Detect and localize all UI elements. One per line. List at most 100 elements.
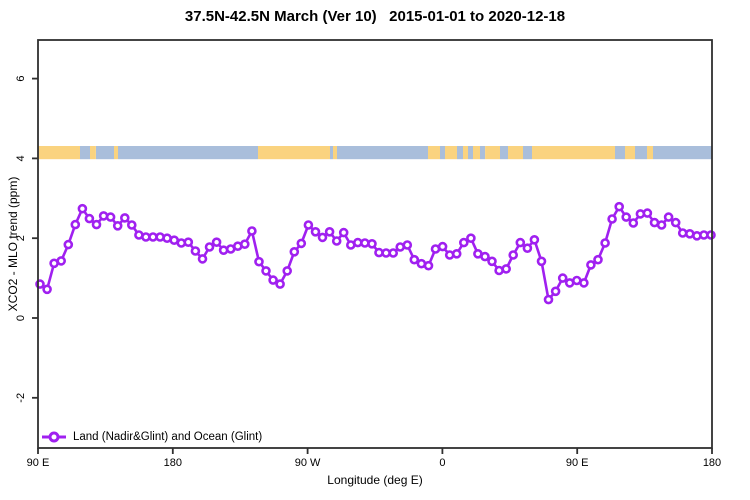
data-point bbox=[480, 251, 490, 262]
data-point bbox=[112, 221, 123, 231]
map-band-segment-land bbox=[333, 146, 337, 160]
data-point bbox=[324, 227, 335, 237]
y-tick-label: 6 bbox=[15, 76, 27, 82]
data-point bbox=[367, 239, 377, 249]
data-point bbox=[557, 273, 568, 283]
map-band-segment-land bbox=[114, 146, 118, 160]
map-band-segment-ocean bbox=[500, 146, 508, 160]
data-point bbox=[42, 284, 52, 295]
data-point bbox=[529, 235, 540, 245]
data-point bbox=[261, 266, 271, 276]
data-point bbox=[218, 245, 229, 255]
data-point bbox=[487, 256, 497, 267]
data-point bbox=[543, 294, 554, 305]
map-band-segment-land bbox=[485, 146, 500, 160]
map-band-segment-land bbox=[625, 146, 635, 160]
data-point bbox=[183, 237, 194, 247]
data-point bbox=[275, 279, 285, 289]
data-point bbox=[70, 219, 81, 230]
data-point bbox=[310, 227, 321, 237]
legend-marker-icon bbox=[48, 431, 60, 443]
x-tick-label: 180 bbox=[164, 457, 182, 469]
data-point bbox=[515, 237, 526, 248]
map-band-segment-ocean bbox=[653, 146, 712, 160]
map-band-segment-ocean bbox=[80, 146, 90, 160]
data-point bbox=[105, 212, 116, 222]
data-point bbox=[706, 230, 716, 240]
map-band-segment-land bbox=[90, 146, 96, 160]
data-point bbox=[247, 226, 257, 236]
x-tick-label: 90 W bbox=[295, 457, 321, 469]
data-point bbox=[190, 246, 201, 256]
map-band-segment-ocean bbox=[523, 146, 532, 160]
data-point bbox=[501, 264, 512, 274]
data-point bbox=[268, 275, 278, 285]
map-band-segment-land bbox=[532, 146, 615, 160]
data-point bbox=[586, 260, 596, 270]
data-point bbox=[388, 248, 399, 258]
data-point bbox=[550, 286, 561, 297]
data-point bbox=[254, 256, 264, 267]
data-point bbox=[303, 220, 314, 230]
map-band-segment-ocean bbox=[118, 146, 258, 160]
data-point bbox=[127, 220, 137, 230]
map-band-segment-ocean bbox=[337, 146, 428, 160]
map-band-segment-land bbox=[258, 146, 331, 160]
data-point bbox=[296, 238, 307, 249]
data-point bbox=[656, 220, 667, 230]
map-band-segment-land bbox=[428, 146, 440, 160]
data-point bbox=[197, 254, 208, 264]
data-point bbox=[63, 239, 74, 250]
map-band-segment-land bbox=[463, 146, 468, 160]
data-point bbox=[593, 254, 603, 265]
data-point bbox=[579, 278, 589, 288]
data-point bbox=[77, 203, 88, 214]
data-point bbox=[508, 250, 519, 260]
data-point bbox=[289, 247, 300, 257]
data-point bbox=[409, 254, 420, 265]
data-point bbox=[402, 240, 413, 250]
data-point bbox=[84, 213, 95, 224]
data-point bbox=[536, 256, 547, 267]
data-point bbox=[600, 238, 610, 248]
map-band-segment-ocean bbox=[635, 146, 647, 160]
data-point bbox=[458, 237, 469, 248]
map-band-segment-ocean bbox=[457, 146, 463, 160]
data-point bbox=[621, 212, 632, 222]
map-band-segment-ocean bbox=[615, 146, 625, 160]
map-band-segment-ocean bbox=[330, 146, 333, 160]
y-tick-label: -2 bbox=[15, 393, 27, 403]
data-point bbox=[522, 243, 533, 253]
map-band-segment-ocean bbox=[468, 146, 473, 160]
data-point bbox=[607, 214, 617, 224]
data-point bbox=[240, 239, 250, 249]
map-band-segment-land bbox=[38, 146, 80, 160]
data-point bbox=[628, 218, 639, 228]
legend bbox=[42, 431, 66, 443]
data-point bbox=[451, 249, 462, 259]
x-axis-label: Longitude (deg E) bbox=[327, 473, 423, 487]
data-point bbox=[204, 242, 215, 252]
y-tick-label: 0 bbox=[15, 315, 27, 321]
data-point bbox=[317, 232, 328, 243]
map-band-segment-land bbox=[508, 146, 523, 160]
map-band-segment-ocean bbox=[96, 146, 115, 160]
x-tick-label: 180 bbox=[703, 457, 721, 469]
y-tick-label: 2 bbox=[15, 235, 27, 241]
data-point bbox=[437, 241, 448, 252]
data-point bbox=[663, 212, 674, 222]
chart-title: 37.5N-42.5N March (Ver 10) 2015-01-01 to… bbox=[184, 8, 566, 25]
map-band-segment-land bbox=[647, 146, 653, 160]
data-point bbox=[338, 227, 349, 238]
data-point bbox=[642, 208, 653, 218]
data-point bbox=[331, 236, 342, 246]
data-point bbox=[466, 233, 476, 243]
map-band-segment-ocean bbox=[440, 146, 446, 160]
data-point bbox=[282, 266, 293, 276]
map-band-segment-land bbox=[473, 146, 480, 160]
map-band-segment-land bbox=[445, 146, 457, 160]
plot-area: 90 E 180 90 W 0 90 E 180 -2 0 2 4 6 bbox=[15, 39, 721, 469]
data-point bbox=[211, 237, 222, 247]
